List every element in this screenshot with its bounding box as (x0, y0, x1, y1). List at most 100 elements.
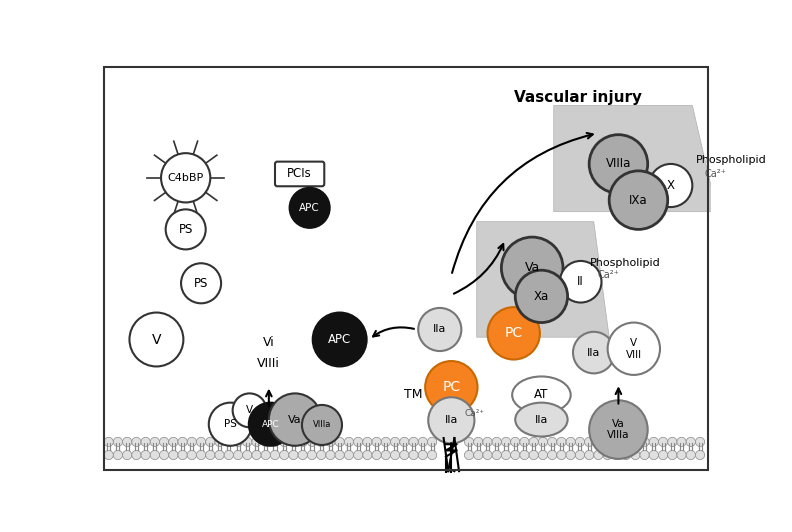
Text: Ca²⁺: Ca²⁺ (464, 409, 485, 418)
Circle shape (464, 437, 474, 446)
Circle shape (141, 437, 150, 446)
Circle shape (428, 437, 436, 446)
Text: II: II (577, 275, 584, 288)
Circle shape (649, 451, 658, 460)
Text: PS: PS (178, 223, 193, 236)
Circle shape (181, 263, 221, 303)
Circle shape (224, 437, 234, 446)
Circle shape (363, 451, 372, 460)
Circle shape (302, 405, 342, 445)
Circle shape (113, 437, 123, 446)
Circle shape (501, 451, 511, 460)
Text: V: V (246, 405, 253, 415)
Circle shape (658, 437, 668, 446)
Circle shape (668, 437, 677, 446)
Circle shape (123, 437, 131, 446)
Circle shape (317, 437, 326, 446)
Text: Vascular injury: Vascular injury (514, 90, 642, 105)
Circle shape (474, 437, 483, 446)
Circle shape (400, 437, 409, 446)
Circle shape (178, 451, 187, 460)
Text: PS: PS (194, 277, 208, 290)
Text: Va
VIIIa: Va VIIIa (607, 419, 630, 440)
Circle shape (409, 451, 418, 460)
Circle shape (317, 451, 326, 460)
Circle shape (261, 451, 270, 460)
Circle shape (573, 332, 615, 373)
Circle shape (474, 451, 483, 460)
Circle shape (209, 403, 252, 446)
Circle shape (372, 437, 381, 446)
Text: PC: PC (505, 326, 523, 340)
Circle shape (594, 437, 603, 446)
Text: APC: APC (261, 420, 280, 429)
Circle shape (249, 403, 292, 446)
Circle shape (575, 451, 584, 460)
Text: PS: PS (224, 419, 237, 429)
Circle shape (206, 451, 215, 460)
Circle shape (381, 451, 390, 460)
Circle shape (547, 437, 557, 446)
Text: IIa: IIa (587, 347, 600, 358)
Circle shape (215, 451, 224, 460)
Text: V
VIII: V VIII (626, 338, 642, 360)
Circle shape (159, 437, 169, 446)
Circle shape (150, 451, 159, 460)
Circle shape (584, 451, 594, 460)
Circle shape (686, 451, 695, 460)
Circle shape (492, 451, 501, 460)
Circle shape (418, 308, 461, 351)
Text: Phospholipid: Phospholipid (695, 155, 766, 165)
Text: PCIs: PCIs (287, 168, 312, 180)
Polygon shape (477, 222, 609, 337)
Circle shape (609, 171, 668, 229)
Circle shape (206, 437, 215, 446)
Circle shape (640, 437, 649, 446)
Circle shape (166, 210, 206, 250)
Circle shape (196, 437, 206, 446)
FancyBboxPatch shape (275, 162, 324, 186)
Circle shape (589, 135, 648, 193)
Circle shape (575, 437, 584, 446)
Text: PC: PC (442, 380, 460, 394)
Circle shape (104, 437, 113, 446)
Circle shape (242, 451, 252, 460)
Text: APC: APC (328, 333, 352, 346)
Circle shape (516, 270, 568, 322)
Circle shape (483, 437, 492, 446)
Text: VIIIa: VIIIa (313, 420, 331, 429)
Circle shape (187, 437, 196, 446)
Circle shape (268, 393, 322, 446)
Text: V: V (152, 332, 161, 346)
Ellipse shape (516, 403, 568, 437)
Circle shape (464, 451, 474, 460)
Text: TM: TM (404, 388, 422, 402)
Circle shape (298, 437, 307, 446)
Text: IXa: IXa (629, 194, 648, 206)
Circle shape (234, 451, 242, 460)
Circle shape (326, 437, 335, 446)
Circle shape (178, 437, 187, 446)
Circle shape (529, 437, 539, 446)
Text: Ca²⁺: Ca²⁺ (705, 169, 726, 179)
Circle shape (169, 451, 178, 460)
Circle shape (280, 437, 289, 446)
Text: Ca²⁺: Ca²⁺ (598, 270, 619, 280)
Circle shape (215, 437, 224, 446)
Circle shape (425, 361, 478, 413)
Circle shape (584, 437, 594, 446)
Circle shape (483, 451, 492, 460)
Circle shape (242, 437, 252, 446)
Circle shape (501, 237, 563, 298)
Circle shape (261, 437, 270, 446)
Text: Vi
VIIIi: Vi VIIIi (257, 336, 280, 370)
Circle shape (345, 437, 353, 446)
Circle shape (326, 451, 335, 460)
Circle shape (131, 437, 141, 446)
Circle shape (640, 451, 649, 460)
Circle shape (335, 451, 345, 460)
Circle shape (418, 437, 428, 446)
Circle shape (501, 437, 511, 446)
Circle shape (141, 451, 150, 460)
Circle shape (159, 451, 169, 460)
